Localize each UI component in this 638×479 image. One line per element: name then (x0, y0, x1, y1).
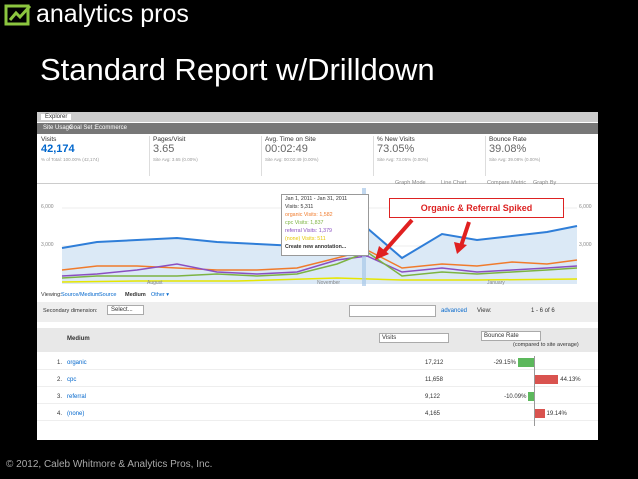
row-medium[interactable]: referral (67, 394, 87, 400)
viewing-option[interactable]: Source (99, 292, 117, 298)
subtab-bar (37, 123, 598, 134)
tooltip-line[interactable]: Create new annotation... (285, 244, 347, 250)
metric-label: % New Visits (377, 136, 415, 143)
search-box[interactable] (349, 305, 436, 317)
metric-label: Avg. Time on Site (265, 136, 316, 143)
tooltip-line: organic Visits: 1,582 (285, 212, 333, 218)
secondary-select[interactable]: Select... (107, 305, 144, 315)
row-visits: 17,212 (425, 360, 444, 366)
axis-label-right: 3,000 (579, 242, 592, 248)
row-medium[interactable]: organic (67, 360, 87, 366)
metric-value: 73.05% (377, 143, 415, 155)
viewing-option[interactable]: Source/Medium (61, 292, 100, 298)
metric-value: 39.08% (489, 143, 527, 155)
row-rank: 3. (57, 394, 63, 400)
row-visits: 11,658 (425, 377, 443, 383)
col-header[interactable]: Bounce Rate (481, 331, 541, 341)
x-label: August (147, 280, 163, 286)
metric-divider (261, 136, 262, 176)
metric-label: Visits (41, 136, 57, 143)
metric-divider (149, 136, 150, 176)
row-medium[interactable]: cpc (67, 377, 77, 383)
view-label: View: (477, 308, 492, 314)
secondary-label: Secondary dimension: (43, 308, 98, 314)
bounce-bar (534, 409, 545, 418)
metric-sub: % of Total: 100.00% (42,174) (41, 157, 99, 162)
tooltip (281, 194, 369, 256)
bounce-label: 44.13% (560, 377, 581, 383)
x-label: November (317, 280, 341, 286)
metric-sub: Site Avg: 00:02:49 (0.00%) (265, 157, 319, 162)
subtab[interactable]: Site Usage (43, 125, 73, 131)
viewing-label: Viewing: (41, 292, 62, 298)
subtab[interactable]: Ecommerce (95, 125, 128, 131)
axis-label-left: 6,000 (41, 204, 54, 210)
row-visits: 4,165 (425, 411, 441, 417)
metric-sub: Site Avg: 73.05% (0.00%) (377, 157, 429, 162)
subtab[interactable]: Goal Set 1 (69, 125, 98, 131)
zero-line (534, 356, 535, 426)
metric-value: 42,174 (41, 143, 75, 155)
row-line (37, 420, 598, 421)
row-line (37, 403, 598, 404)
row-rank: 2. (57, 377, 63, 383)
analytics-screenshot: Explorer Site Usage Goal Set 1 Ecommerce Vis… (37, 112, 598, 440)
row-rank: 4. (57, 411, 63, 417)
top-bar (37, 112, 598, 122)
metric-sub: Site Avg: 39.08% (0.00%) (489, 157, 541, 162)
col-header: Medium (67, 336, 90, 342)
divider (37, 183, 598, 184)
bounce-bar (528, 392, 534, 401)
metric-sub: Site Avg: 3.65 (0.00%) (153, 157, 198, 162)
metric-value: 00:02:49 (265, 143, 308, 155)
tooltip-line: referral Visits: 1,379 (285, 228, 333, 234)
tooltip-line: cpc Visits: 1,837 (285, 220, 324, 226)
metric-label: Bounce Rate (489, 136, 527, 143)
row-rank: 1. (57, 360, 63, 366)
tab: Explorer (41, 114, 72, 120)
x-label: January (487, 280, 505, 286)
bounce-label: -29.15% (493, 360, 516, 366)
row-medium[interactable]: (none) (67, 411, 85, 417)
row-line (37, 369, 598, 370)
metric-value: 3.65 (153, 143, 175, 155)
advanced-link[interactable]: advanced (441, 308, 468, 314)
bounce-bar (534, 375, 559, 384)
bounce-bar (517, 358, 534, 367)
axis-label-right: 6,000 (579, 204, 592, 210)
metric-divider (485, 136, 486, 176)
row-visits: 9,122 (425, 394, 441, 400)
graph-toggle[interactable]: Graph By (533, 180, 557, 186)
graph-toggle[interactable]: Compare Metric (487, 180, 527, 186)
paging: 1 - 6 of 6 (531, 308, 555, 314)
row-line (37, 386, 598, 387)
logo-text: analytics pros (36, 0, 189, 28)
metric-label: Pages/Visit (153, 136, 186, 143)
tooltip-line: Jan 1, 2011 - Jan 31, 2011 (285, 196, 348, 202)
graph-toggle[interactable]: Line Chart (441, 180, 467, 186)
col-header[interactable]: Visits (379, 333, 449, 343)
viewing-option[interactable]: Medium (125, 292, 146, 298)
slide-title: Standard Report w/Drilldown (40, 52, 435, 87)
toolbar (37, 302, 598, 322)
graph-toggle[interactable]: Graph Mode (395, 180, 426, 186)
callout: Organic & Referral Spiked (389, 198, 564, 218)
bounce-label: 19.14% (546, 411, 567, 417)
footer: © 2012, Caleb Whitmore & Analytics Pros,… (6, 459, 213, 470)
logo-icon (4, 4, 32, 26)
tooltip-line: (none) Visits: 511 (285, 236, 326, 242)
metric-divider (373, 136, 374, 176)
axis-label-left: 3,000 (41, 242, 54, 248)
bounce-label: -10.09% (504, 394, 527, 400)
tooltip-line: Visits: 5,311 (285, 204, 314, 210)
viewing-option[interactable]: Other ▾ (151, 292, 170, 298)
spacer (347, 192, 359, 193)
col-header: (compared to site average) (513, 342, 579, 348)
